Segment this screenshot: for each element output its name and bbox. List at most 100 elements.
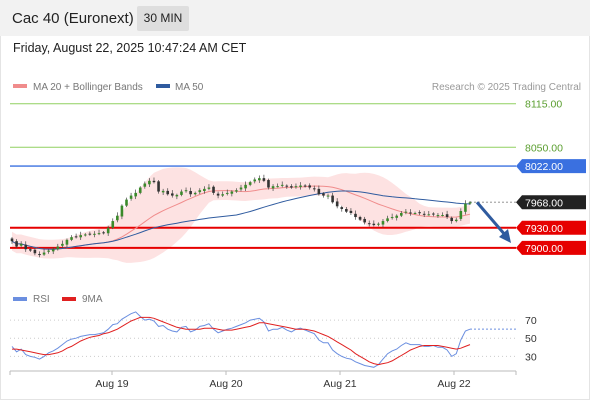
candle-body [381, 221, 385, 225]
candle-body [427, 214, 431, 216]
x-tick-label: Aug 19 [95, 378, 128, 390]
candle-body [454, 219, 458, 222]
candle [97, 229, 101, 236]
candle [258, 175, 261, 183]
rsi-line [11, 311, 471, 368]
candle-body [189, 191, 192, 195]
candle [363, 216, 366, 225]
candle-body [38, 254, 41, 256]
candle-body [65, 239, 69, 245]
candle [262, 174, 266, 183]
candle [372, 220, 376, 227]
candle [134, 189, 137, 200]
candle [427, 211, 431, 216]
candle-body [125, 199, 128, 206]
candle-body [367, 223, 371, 225]
candle-body [335, 201, 339, 207]
candle-body [171, 193, 174, 196]
candle [322, 192, 325, 198]
x-tick-label: Aug 20 [209, 378, 242, 390]
candle [152, 177, 156, 184]
candle-body [106, 227, 110, 234]
candle [454, 217, 458, 223]
candle [459, 208, 463, 221]
interval-button[interactable]: 30 MIN [137, 6, 189, 31]
candle [326, 193, 330, 200]
level-label-3: 7968.00 [525, 197, 563, 209]
candle [367, 220, 371, 227]
candle [29, 247, 32, 252]
candle [239, 184, 243, 192]
candle [267, 178, 270, 190]
candle-body [345, 208, 348, 212]
candle [51, 247, 55, 255]
candle [171, 190, 174, 198]
level-label-1: 8050.00 [525, 142, 563, 154]
candle-body [280, 184, 284, 186]
candle-body [134, 192, 137, 197]
candle [74, 233, 78, 239]
candle-body [331, 195, 334, 203]
candle-body [79, 235, 82, 238]
candle [377, 222, 380, 227]
candle-body [354, 213, 357, 218]
candle-body [294, 186, 298, 188]
candle [303, 184, 307, 188]
candle-body [143, 183, 147, 187]
candle-body [377, 223, 380, 225]
candle [331, 192, 334, 204]
candle [24, 241, 28, 252]
candle-body [312, 188, 316, 190]
candle-body [93, 233, 96, 235]
candle [445, 210, 449, 220]
ma9-legend-swatch [62, 297, 76, 301]
candle [358, 215, 362, 222]
candle-body [148, 180, 151, 185]
candle [317, 185, 321, 196]
candle [244, 181, 247, 192]
candle [10, 237, 14, 244]
candle [432, 212, 435, 217]
candle [248, 180, 252, 187]
candle [409, 209, 412, 216]
candle [166, 188, 170, 196]
candle-body [97, 233, 101, 235]
candle-body [221, 194, 224, 196]
candle-body [303, 185, 307, 187]
level-tag-4 [516, 220, 586, 235]
candle [79, 231, 82, 240]
candle-body [180, 191, 183, 195]
candle-body [349, 210, 353, 214]
candle [354, 210, 357, 220]
candle [161, 188, 165, 196]
candle-body [267, 180, 270, 188]
candle [450, 216, 453, 224]
candle-body [322, 193, 325, 196]
candle-body [129, 195, 133, 199]
candle-body [363, 218, 366, 223]
candle-body [258, 178, 261, 181]
candle-body [271, 186, 275, 189]
candle [198, 188, 202, 195]
price-panel: 8115.00 8050.00 8022.00 7968.00 7930.00 7900.… [10, 99, 586, 263]
rsi-legend-swatch [13, 297, 27, 301]
candle [225, 189, 229, 196]
instrument-title: Cac 40 (Euronext) [12, 10, 134, 27]
rsi-tick-50: 50 [525, 333, 537, 345]
level-label-4: 7930.00 [525, 223, 563, 235]
candle [413, 211, 417, 215]
candle-body [404, 211, 408, 213]
candle [381, 219, 385, 228]
level-tag-2 [516, 159, 586, 174]
candle [56, 243, 60, 251]
candle [189, 187, 192, 197]
candle-body [326, 195, 330, 197]
header-bar: Cac 40 (Euronext) 30 MIN [0, 0, 590, 36]
candle-body [42, 252, 46, 255]
candle-body [207, 187, 211, 189]
candle [129, 192, 133, 201]
candle [299, 182, 302, 190]
candle-body [248, 182, 252, 185]
candle [19, 241, 23, 248]
x-tick-label: Aug 22 [437, 378, 470, 390]
